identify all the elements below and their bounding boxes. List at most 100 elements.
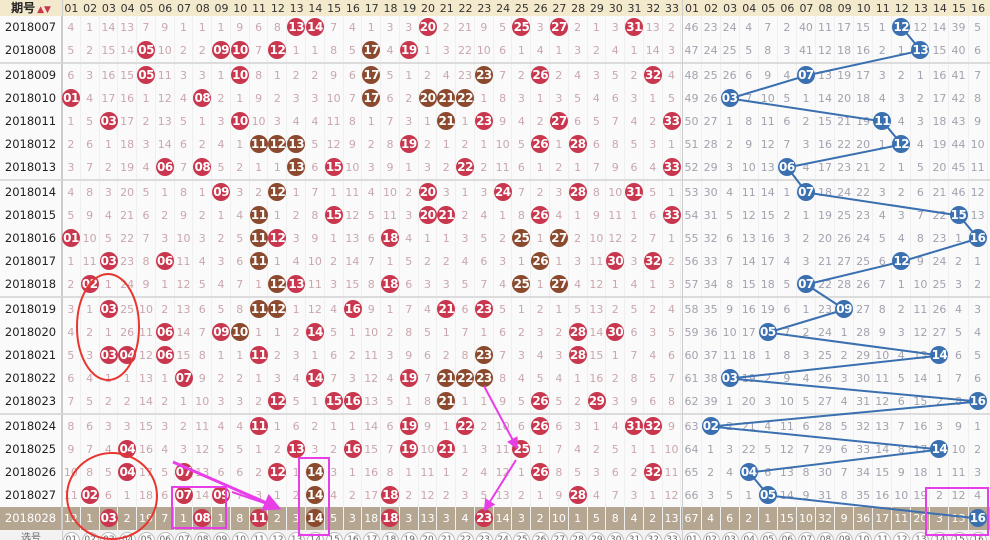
select-red-number[interactable]: 01 [62,532,81,540]
blue-miss-cell: 41 [797,39,816,62]
select-red-number[interactable]: 14 [306,532,325,540]
red-miss-cell: 5 [212,298,231,321]
select-blue-number[interactable]: 10 [854,532,873,540]
red-miss-cell: 1 [569,156,588,179]
select-red-number[interactable]: 26 [531,532,550,540]
select-red-number[interactable]: 09 [212,532,231,540]
select-red-number[interactable]: 07 [175,532,194,540]
red-miss-cell: 3 [663,39,682,62]
blue-miss-cell: 21 [930,181,950,204]
select-red-number[interactable]: 15 [325,532,344,540]
select-red-number[interactable]: 10 [231,532,250,540]
select-red-number[interactable]: 21 [437,532,456,540]
select-red-number[interactable]: 03 [100,532,119,540]
select-red-number[interactable]: 02 [81,532,100,540]
blue-miss-cell: 2 [969,438,988,461]
select-blue-number[interactable]: 14 [930,532,949,540]
red-miss-cell: 9 [606,156,626,179]
select-red-number[interactable]: 31 [625,532,644,540]
red-miss-cell: 5 [588,507,607,530]
red-miss-cell: 2 [437,250,457,273]
red-miss-cell: 3 [381,344,400,367]
select-blue-number[interactable]: 01 [683,532,702,540]
select-blue-number[interactable]: 16 [969,532,988,540]
select-blue-number[interactable]: 15 [949,532,968,540]
repeat-red-ball: 11 [249,135,268,153]
select-red-number[interactable]: 22 [456,532,475,540]
red-miss-cell: 2 [268,507,288,530]
select-red-number[interactable]: 19 [400,532,419,540]
red-ball-cell: 11 [249,415,269,438]
select-red-number[interactable]: 30 [606,532,625,540]
select-red-number[interactable]: 12 [268,532,287,540]
blue-ball: 07 [796,66,815,84]
select-blue-number[interactable]: 04 [740,532,759,540]
blue-ball-cell: 16 [968,227,988,250]
red-miss-cell: 25 [118,298,138,321]
select-red-number[interactable]: 32 [644,532,663,540]
select-red-number[interactable]: 24 [494,532,513,540]
select-blue-number[interactable]: 11 [873,532,892,540]
blue-ball: 16 [968,509,987,527]
select-red-number-label: 25 [513,532,531,540]
select-blue-number[interactable]: 09 [835,532,854,540]
select-red-number[interactable]: 33 [663,532,682,540]
blue-miss-cell: 20 [854,133,874,156]
select-red-number[interactable]: 16 [344,532,363,540]
red-miss-cell: 13 [362,390,382,413]
red-miss-cell: 5 [475,484,494,507]
red-ball-cell: 09 [212,484,231,507]
select-red-number[interactable]: 17 [362,532,381,540]
blue-miss-cell: 31 [702,204,721,227]
select-red-number[interactable]: 05 [137,532,156,540]
red-ball-cell: 22 [456,87,475,110]
select-blue-number[interactable]: 13 [911,532,930,540]
select-red-number[interactable]: 18 [381,532,400,540]
select-blue-number[interactable]: 05 [759,532,778,540]
red-miss-cell: 1 [475,321,494,344]
red-ball: 26 [531,463,550,481]
red-miss-cell: 8 [362,273,382,296]
red-miss-cell: 2 [663,250,682,273]
select-blue-number[interactable]: 06 [778,532,797,540]
select-red-number[interactable]: 13 [287,532,306,540]
red-miss-cell: 2 [531,110,551,133]
red-ball-cell: 13 [287,16,306,39]
blue-miss-cell: 9 [911,250,931,273]
issue-column-header[interactable]: 期号 ▲▼ [0,0,62,16]
select-blue-number[interactable]: 03 [721,532,740,540]
select-red-number[interactable]: 25 [512,532,531,540]
select-red-number[interactable]: 27 [550,532,569,540]
red-miss-cell: 5 [494,16,513,39]
red-miss-cell: 1 [456,438,475,461]
select-red-number[interactable]: 29 [588,532,607,540]
select-red-number[interactable]: 11 [250,532,269,540]
red-ball-cell: 19 [399,415,419,438]
red-column-header: 29 [589,2,604,15]
red-miss-cell: 8 [344,110,363,133]
select-red-number[interactable]: 20 [419,532,438,540]
red-miss-cell: 10 [494,415,513,438]
select-blue-number[interactable]: 02 [702,532,721,540]
red-ball: 06 [155,158,174,176]
select-red-number[interactable]: 08 [193,532,212,540]
select-red-number[interactable]: 23 [475,532,494,540]
red-miss-cell: 9 [306,227,325,250]
sort-arrows-icon[interactable]: ▲▼ [37,5,51,15]
select-blue-number-label: 13 [912,532,930,540]
red-miss-cell: 1 [156,181,175,204]
issue-number: 2018007 [0,16,62,39]
select-red-number[interactable]: 04 [118,532,137,540]
blue-miss-cell: 1 [778,181,797,204]
select-red-number[interactable]: 06 [156,532,175,540]
red-miss-cell: 21 [118,204,138,227]
select-blue-number[interactable]: 08 [816,532,835,540]
red-miss-cell: 2 [156,204,175,227]
red-miss-cell: 11 [588,250,607,273]
select-red-number[interactable]: 28 [569,532,588,540]
select-blue-number[interactable]: 07 [797,532,816,540]
select-blue-number[interactable]: 12 [892,532,911,540]
red-ball-cell: 03 [99,344,119,367]
red-miss-cell: 2 [344,484,363,507]
